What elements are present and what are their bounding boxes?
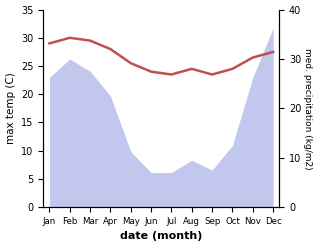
Y-axis label: med. precipitation (kg/m2): med. precipitation (kg/m2) <box>303 48 313 169</box>
Y-axis label: max temp (C): max temp (C) <box>5 72 16 144</box>
X-axis label: date (month): date (month) <box>120 231 203 242</box>
